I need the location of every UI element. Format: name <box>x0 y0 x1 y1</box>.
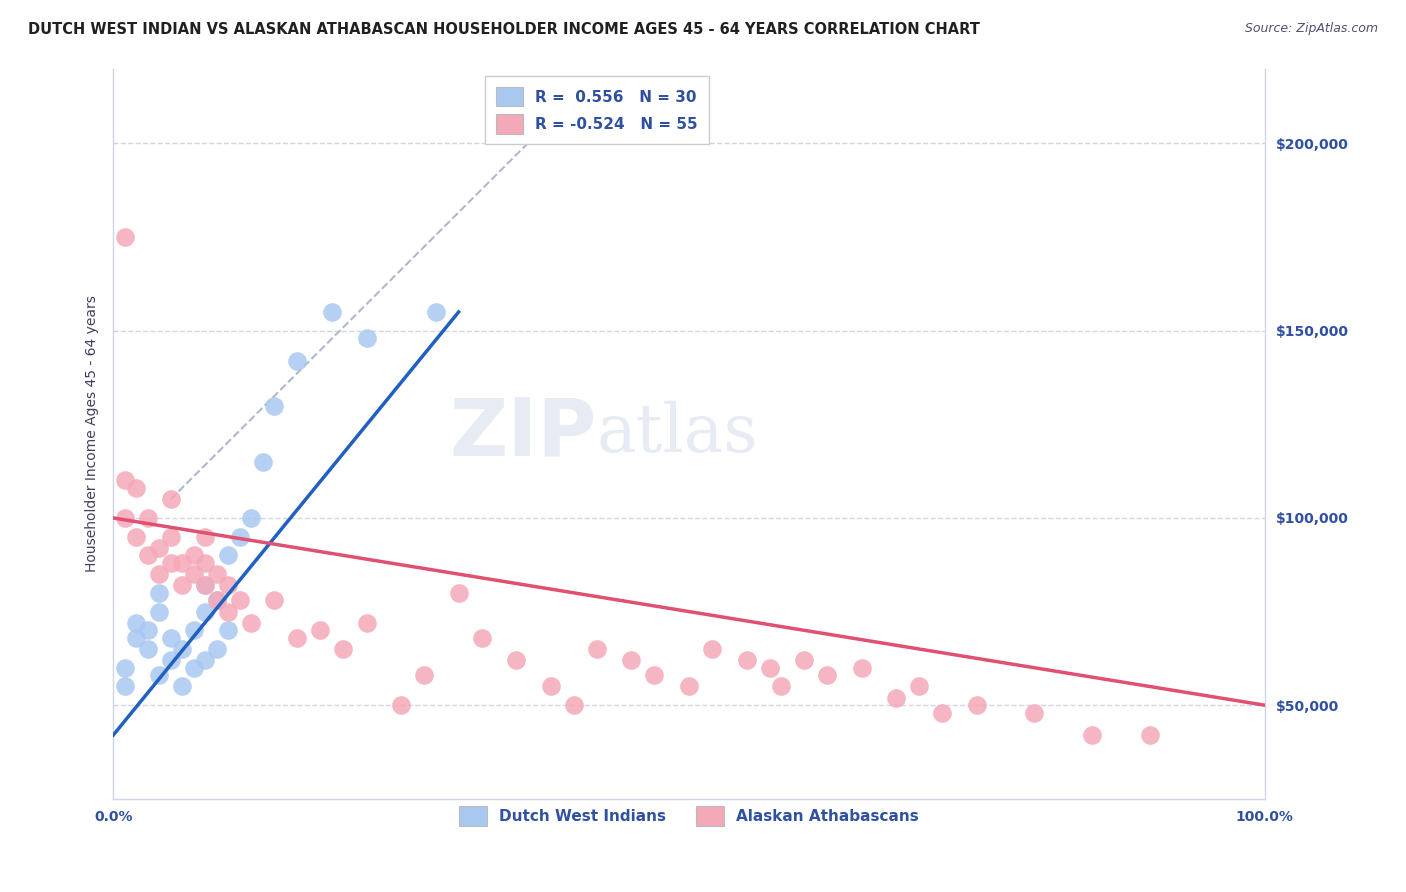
Point <box>389 698 412 713</box>
Point <box>240 511 263 525</box>
Text: DUTCH WEST INDIAN VS ALASKAN ATHABASCAN HOUSEHOLDER INCOME AGES 45 - 64 YEARS CO: DUTCH WEST INDIAN VS ALASKAN ATHABASCAN … <box>28 22 980 37</box>
Point <box>815 668 838 682</box>
Point <box>356 331 378 345</box>
Point <box>1024 706 1046 720</box>
Point <box>505 653 527 667</box>
Text: atlas: atlas <box>596 401 758 467</box>
Point <box>148 605 170 619</box>
Point <box>194 653 217 667</box>
Point <box>321 305 343 319</box>
Point <box>229 593 252 607</box>
Point <box>159 492 181 507</box>
Point <box>205 567 228 582</box>
Point <box>908 680 931 694</box>
Point <box>136 511 159 525</box>
Point <box>735 653 758 667</box>
Point <box>172 642 194 657</box>
Point <box>229 530 252 544</box>
Point <box>540 680 562 694</box>
Text: ZIP: ZIP <box>450 394 596 473</box>
Point <box>114 230 136 244</box>
Point <box>205 593 228 607</box>
Legend: Dutch West Indians, Alaskan Athabascans: Dutch West Indians, Alaskan Athabascans <box>450 797 928 835</box>
Point <box>114 680 136 694</box>
Point <box>172 680 194 694</box>
Point <box>159 530 181 544</box>
Point <box>205 642 228 657</box>
Point <box>172 556 194 570</box>
Point <box>1081 728 1104 742</box>
Point <box>758 661 780 675</box>
Point <box>136 549 159 563</box>
Point <box>884 690 907 705</box>
Text: Source: ZipAtlas.com: Source: ZipAtlas.com <box>1244 22 1378 36</box>
Point <box>356 615 378 630</box>
Point <box>183 567 205 582</box>
Point <box>159 653 181 667</box>
Point <box>172 578 194 592</box>
Point <box>194 605 217 619</box>
Point <box>851 661 873 675</box>
Point <box>125 631 148 645</box>
Point <box>183 549 205 563</box>
Point <box>183 624 205 638</box>
Point <box>309 624 332 638</box>
Point <box>194 578 217 592</box>
Point <box>793 653 815 667</box>
Point <box>332 642 354 657</box>
Point <box>471 631 494 645</box>
Point <box>217 578 239 592</box>
Point <box>205 593 228 607</box>
Point <box>148 567 170 582</box>
Point <box>263 593 285 607</box>
Point <box>148 541 170 555</box>
Point <box>136 624 159 638</box>
Point <box>240 615 263 630</box>
Point <box>562 698 585 713</box>
Point <box>252 455 274 469</box>
Point <box>125 481 148 495</box>
Point <box>620 653 643 667</box>
Point <box>678 680 700 694</box>
Point <box>217 549 239 563</box>
Point <box>643 668 665 682</box>
Point <box>194 578 217 592</box>
Point <box>931 706 953 720</box>
Point <box>217 624 239 638</box>
Y-axis label: Householder Income Ages 45 - 64 years: Householder Income Ages 45 - 64 years <box>86 295 100 572</box>
Point <box>194 556 217 570</box>
Point <box>125 530 148 544</box>
Point <box>125 615 148 630</box>
Point <box>194 530 217 544</box>
Point <box>159 631 181 645</box>
Point <box>148 668 170 682</box>
Point <box>413 668 436 682</box>
Point <box>136 642 159 657</box>
Point <box>148 586 170 600</box>
Point <box>263 399 285 413</box>
Point <box>770 680 793 694</box>
Point <box>114 474 136 488</box>
Point <box>287 631 309 645</box>
Point <box>1139 728 1161 742</box>
Point <box>585 642 607 657</box>
Point <box>114 661 136 675</box>
Point <box>114 511 136 525</box>
Point <box>183 661 205 675</box>
Point <box>966 698 988 713</box>
Point <box>217 605 239 619</box>
Point <box>159 556 181 570</box>
Point <box>447 586 470 600</box>
Point <box>287 353 309 368</box>
Point <box>700 642 723 657</box>
Point <box>425 305 447 319</box>
